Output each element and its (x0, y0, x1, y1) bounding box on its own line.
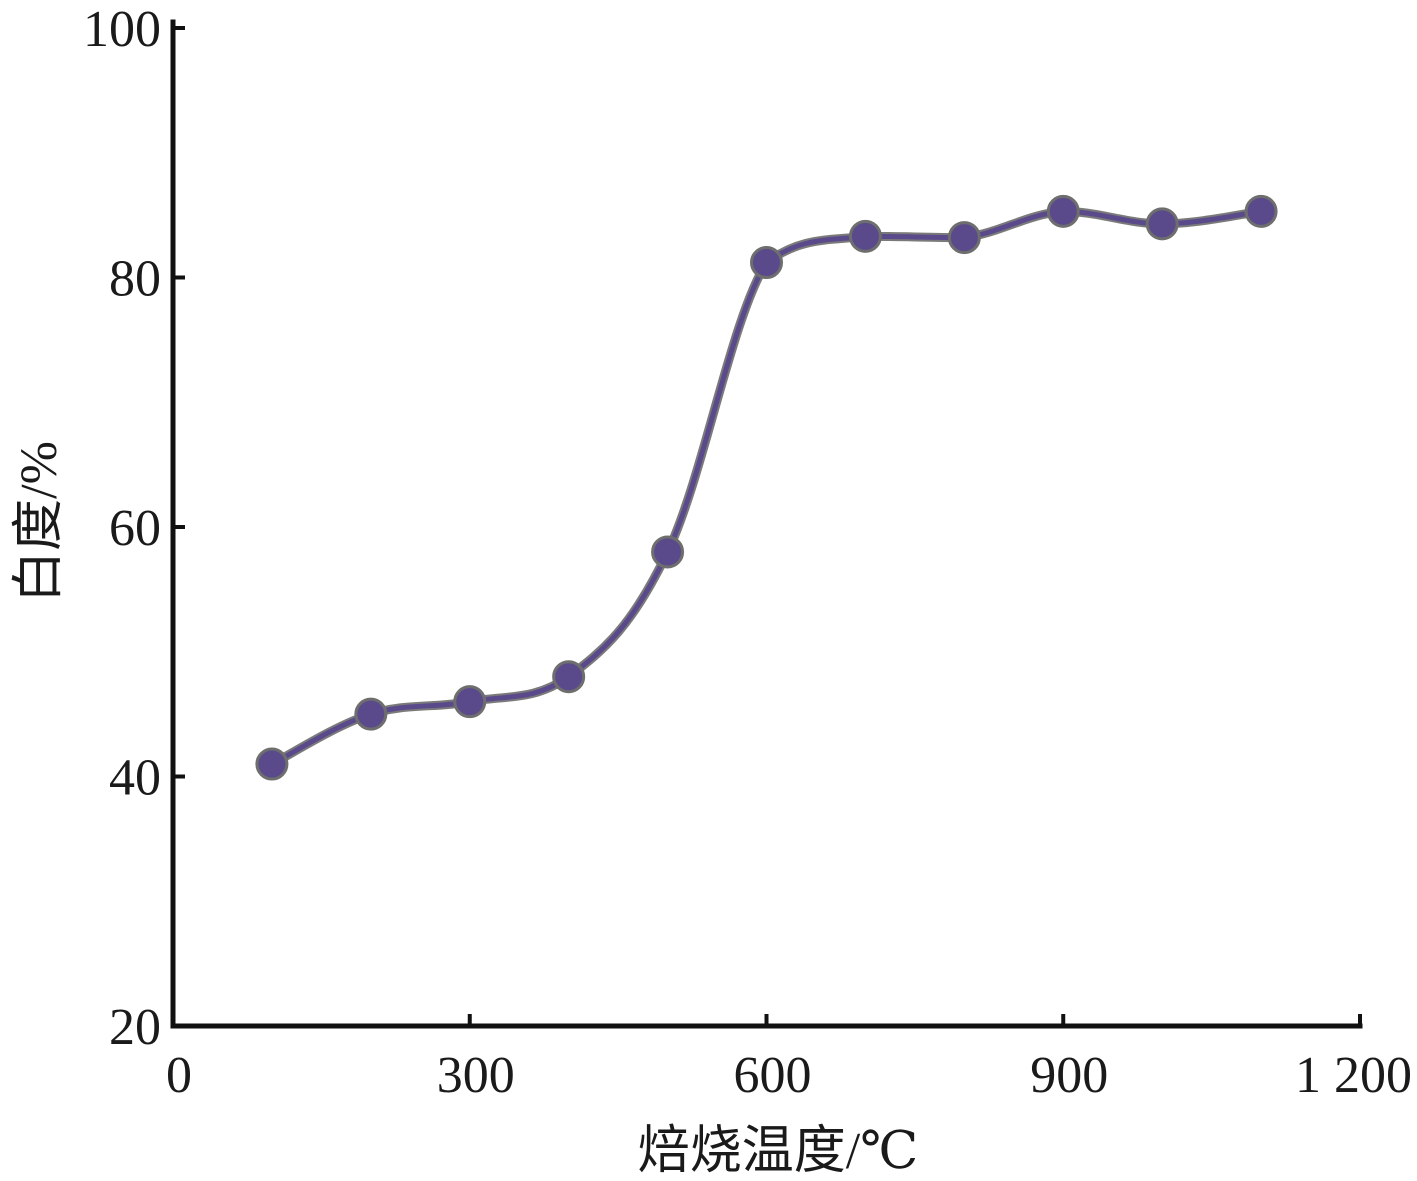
y-tick-label: 60 (109, 500, 161, 557)
x-ticks: 0 300 600 900 1 200 (166, 1014, 1412, 1104)
y-axis-title: 白度/% (11, 441, 68, 603)
data-point (1046, 194, 1080, 228)
x-tick-label: 600 (734, 1047, 812, 1104)
data-point (552, 660, 586, 694)
y-tick-label: 40 (109, 750, 161, 807)
x-tick-label: 900 (1030, 1047, 1108, 1104)
data-point (453, 685, 487, 719)
data-point (354, 697, 388, 731)
axes (170, 19, 1363, 1029)
x-tick-label: 0 (166, 1047, 192, 1104)
data-point (1244, 194, 1278, 228)
data-point (1145, 207, 1179, 241)
data-point (848, 219, 882, 253)
series-line (269, 208, 1264, 767)
data-point (255, 747, 289, 781)
y-tick-label: 20 (109, 999, 161, 1056)
x-axis-title: 焙烧温度/℃ (638, 1123, 919, 1180)
y-ticks: 20 40 60 80 100 (83, 1, 185, 1056)
x-tick-label: 300 (437, 1047, 515, 1104)
series-layer (255, 194, 1278, 781)
data-point (750, 246, 783, 280)
data-point (651, 535, 685, 569)
y-tick-label: 100 (83, 1, 161, 58)
x-tick-label: 1 200 (1295, 1047, 1412, 1104)
series-line-shadow (267, 206, 1266, 769)
data-point (947, 221, 981, 255)
y-tick-label: 80 (109, 251, 161, 308)
